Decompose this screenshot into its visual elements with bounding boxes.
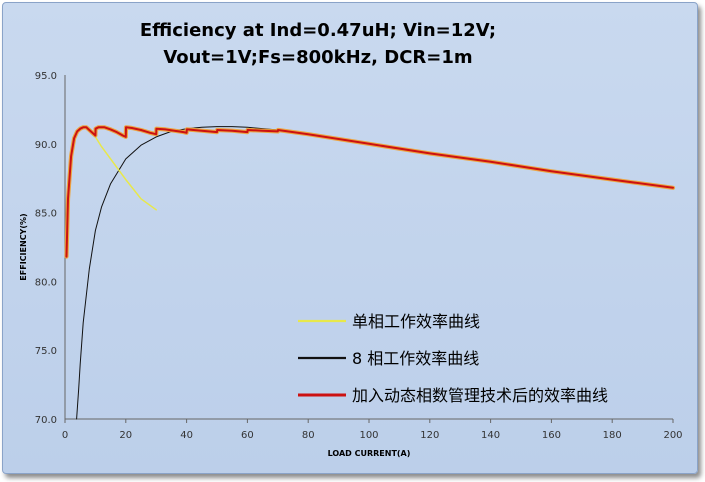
y-tick-label: 75.0: [35, 346, 57, 357]
x-tick-label: 200: [663, 430, 682, 441]
chart-frame: [2, 2, 698, 474]
y-tick-label: 95.0: [35, 71, 57, 82]
x-tick-label: 120: [420, 430, 439, 441]
chart-title-line-1: Efficiency at Ind=0.47uH; Vin=12V;: [140, 20, 496, 41]
x-tick-label: 140: [481, 430, 500, 441]
y-tick-label: 80.0: [35, 277, 57, 288]
x-tick-label: 100: [359, 430, 378, 441]
legend-label: 单相工作效率曲线: [352, 312, 480, 331]
series-layer: [64, 125, 676, 420]
x-tick-label: 80: [302, 430, 315, 441]
x-tick-label: 20: [119, 430, 132, 441]
x-tick-label: 40: [180, 430, 193, 441]
legend-label: 8 相工作效率曲线: [352, 349, 479, 368]
y-tick-label: 85.0: [35, 209, 57, 220]
dynamic-phase-curve-glow: [64, 125, 676, 259]
x-ticks: 0 20 40 60 80 100 120 140 160 180 200: [62, 419, 683, 441]
x-tick-label: 60: [241, 430, 254, 441]
x-axis-label: LOAD CURRENT(A): [328, 449, 411, 458]
y-tick-label: 90.0: [35, 140, 57, 151]
eight-phase-curve: [76, 126, 674, 420]
single-phase-curve: [65, 126, 157, 258]
y-tick-label: 70.0: [35, 415, 57, 426]
chart-title-line-2: Vout=1V;Fs=800kHz, DCR=1m: [163, 47, 472, 68]
legend-label: 加入动态相数管理技术后的效率曲线: [352, 386, 608, 405]
x-tick-label: 0: [62, 430, 68, 441]
y-axis-label: EFFICIENCY(%): [19, 213, 28, 280]
x-tick-label: 180: [603, 430, 622, 441]
y-ticks: 70.0 75.0 80.0 85.0 90.0 95.0: [35, 71, 57, 426]
dynamic-phase-curve: [65, 126, 674, 258]
x-tick-label: 160: [542, 430, 561, 441]
